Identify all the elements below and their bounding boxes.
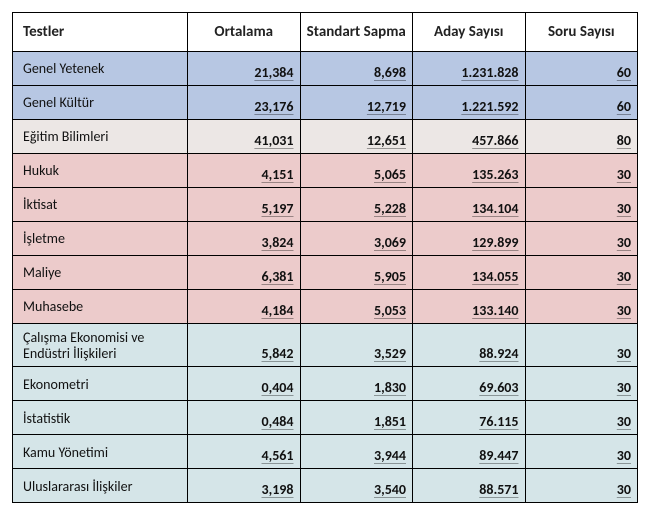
cell-soru: 30 — [525, 469, 638, 503]
header-row: Testler Ortalama Standart Sapma Aday Say… — [13, 13, 638, 52]
cell-ortalama: 5,197 — [188, 188, 301, 222]
cell-ortalama: 21,384 — [188, 52, 301, 86]
cell-ortalama: 4,561 — [188, 435, 301, 469]
cell-aday: 69.603 — [413, 367, 526, 401]
cell-sapma: 1,830 — [300, 367, 413, 401]
table-row: Uluslararası İlişkiler3,1983,54088.57130 — [13, 469, 638, 503]
cell-sapma: 3,529 — [300, 324, 413, 367]
col-header-testler: Testler — [13, 13, 188, 52]
cell-aday: 89.447 — [413, 435, 526, 469]
cell-aday: 457.866 — [413, 120, 526, 154]
cell-test-name: Genel Kültür — [13, 86, 188, 120]
cell-soru: 60 — [525, 52, 638, 86]
cell-soru: 60 — [525, 86, 638, 120]
cell-ortalama: 4,184 — [188, 290, 301, 324]
cell-aday: 134.055 — [413, 256, 526, 290]
table-row: Kamu Yönetimi4,5613,94489.44730 — [13, 435, 638, 469]
cell-test-name: İktisat — [13, 188, 188, 222]
table-row: Çalışma Ekonomisi ve Endüstri İlişkileri… — [13, 324, 638, 367]
cell-sapma: 1,851 — [300, 401, 413, 435]
cell-test-name: Ekonometri — [13, 367, 188, 401]
cell-test-name: İstatistik — [13, 401, 188, 435]
cell-soru: 30 — [525, 401, 638, 435]
cell-aday: 134.104 — [413, 188, 526, 222]
cell-sapma: 3,540 — [300, 469, 413, 503]
cell-sapma: 12,719 — [300, 86, 413, 120]
cell-sapma: 5,053 — [300, 290, 413, 324]
cell-test-name: Genel Yetenek — [13, 52, 188, 86]
cell-test-name: Hukuk — [13, 154, 188, 188]
cell-test-name: Maliye — [13, 256, 188, 290]
cell-soru: 30 — [525, 367, 638, 401]
cell-test-name: Çalışma Ekonomisi ve Endüstri İlişkileri — [13, 324, 188, 367]
cell-ortalama: 0,404 — [188, 367, 301, 401]
cell-soru: 30 — [525, 222, 638, 256]
cell-ortalama: 3,198 — [188, 469, 301, 503]
cell-ortalama: 41,031 — [188, 120, 301, 154]
stats-table: Testler Ortalama Standart Sapma Aday Say… — [12, 12, 638, 503]
cell-test-name: Uluslararası İlişkiler — [13, 469, 188, 503]
table-row: Ekonometri0,4041,83069.60330 — [13, 367, 638, 401]
cell-soru: 30 — [525, 435, 638, 469]
cell-aday: 129.899 — [413, 222, 526, 256]
table-row: Hukuk4,1515,065135.26330 — [13, 154, 638, 188]
cell-aday: 135.263 — [413, 154, 526, 188]
cell-sapma: 5,905 — [300, 256, 413, 290]
cell-test-name: Eğitim Bilimleri — [13, 120, 188, 154]
cell-ortalama: 4,151 — [188, 154, 301, 188]
cell-ortalama: 5,842 — [188, 324, 301, 367]
cell-sapma: 12,651 — [300, 120, 413, 154]
col-header-soru: Soru Sayısı — [525, 13, 638, 52]
table-row: Muhasebe4,1845,053133.14030 — [13, 290, 638, 324]
table-row: Maliye6,3815,905134.05530 — [13, 256, 638, 290]
col-header-sapma: Standart Sapma — [300, 13, 413, 52]
cell-aday: 1.221.592 — [413, 86, 526, 120]
cell-sapma: 3,944 — [300, 435, 413, 469]
table-row: Eğitim Bilimleri41,03112,651457.86680 — [13, 120, 638, 154]
cell-sapma: 3,069 — [300, 222, 413, 256]
col-header-aday: Aday Sayısı — [413, 13, 526, 52]
cell-soru: 30 — [525, 154, 638, 188]
cell-test-name: Muhasebe — [13, 290, 188, 324]
cell-aday: 88.924 — [413, 324, 526, 367]
cell-ortalama: 3,824 — [188, 222, 301, 256]
cell-soru: 30 — [525, 290, 638, 324]
cell-test-name: Kamu Yönetimi — [13, 435, 188, 469]
table-row: İşletme3,8243,069129.89930 — [13, 222, 638, 256]
cell-ortalama: 6,381 — [188, 256, 301, 290]
cell-soru: 80 — [525, 120, 638, 154]
cell-ortalama: 23,176 — [188, 86, 301, 120]
table-row: Genel Yetenek21,3848,6981.231.82860 — [13, 52, 638, 86]
cell-aday: 76.115 — [413, 401, 526, 435]
table-row: İstatistik0,4841,85176.11530 — [13, 401, 638, 435]
cell-soru: 30 — [525, 256, 638, 290]
cell-ortalama: 0,484 — [188, 401, 301, 435]
table-row: İktisat5,1975,228134.10430 — [13, 188, 638, 222]
cell-soru: 30 — [525, 324, 638, 367]
table-row: Genel Kültür23,17612,7191.221.59260 — [13, 86, 638, 120]
cell-soru: 30 — [525, 188, 638, 222]
cell-aday: 1.231.828 — [413, 52, 526, 86]
col-header-ortalama: Ortalama — [188, 13, 301, 52]
cell-aday: 133.140 — [413, 290, 526, 324]
cell-aday: 88.571 — [413, 469, 526, 503]
cell-sapma: 5,065 — [300, 154, 413, 188]
cell-test-name: İşletme — [13, 222, 188, 256]
cell-sapma: 8,698 — [300, 52, 413, 86]
cell-sapma: 5,228 — [300, 188, 413, 222]
